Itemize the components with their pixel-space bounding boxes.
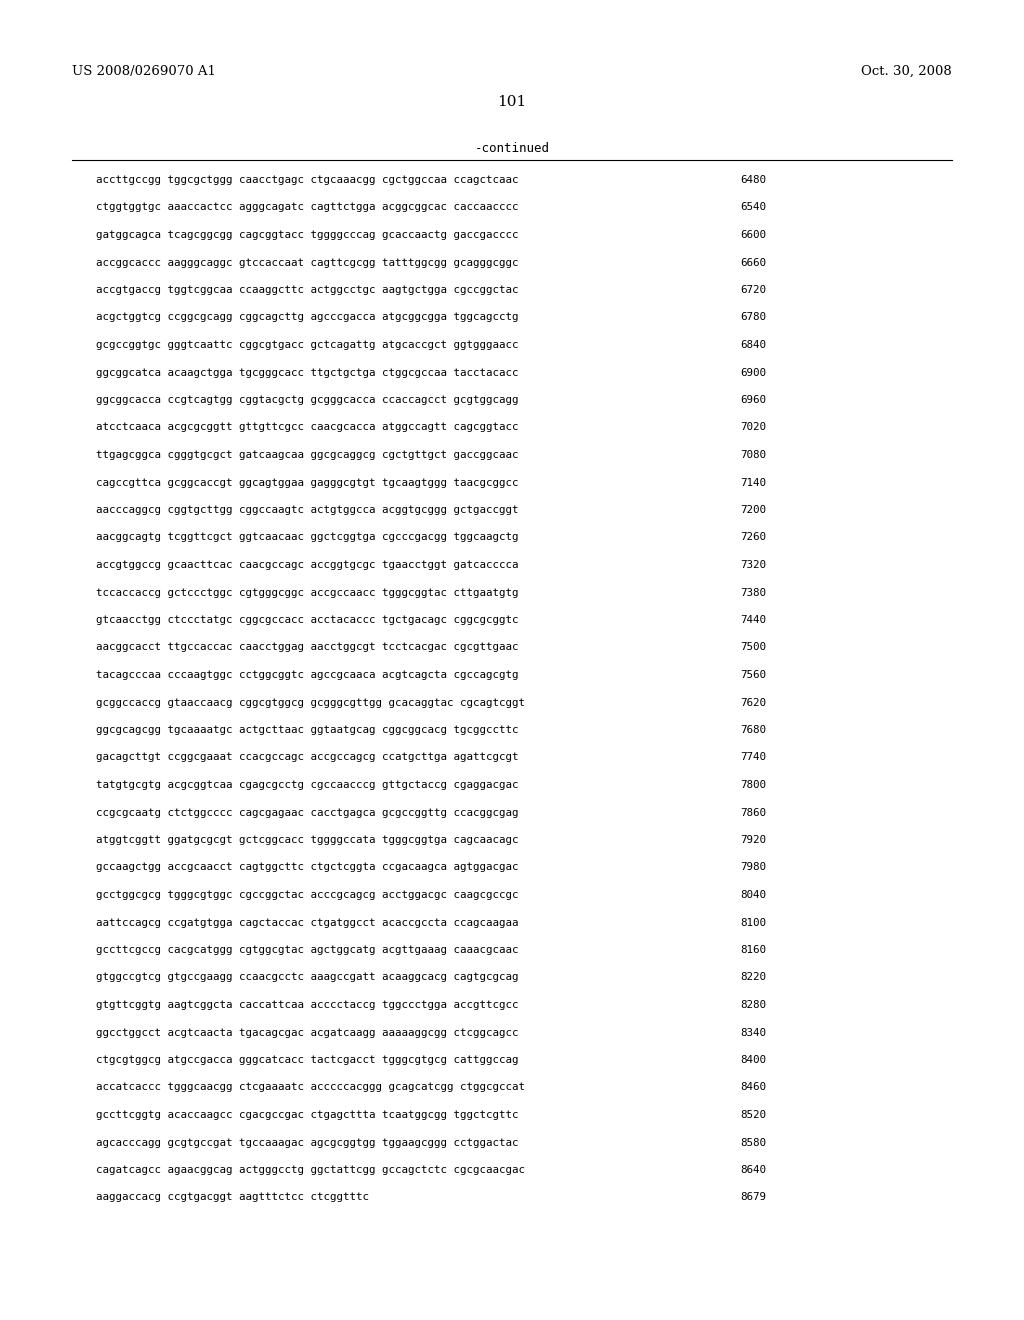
Text: ggcctggcct acgtcaacta tgacagcgac acgatcaagg aaaaaggcgg ctcggcagcc: ggcctggcct acgtcaacta tgacagcgac acgatca… [96,1027,518,1038]
Text: 6960: 6960 [740,395,766,405]
Text: 8400: 8400 [740,1055,766,1065]
Text: 6480: 6480 [740,176,766,185]
Text: gacagcttgt ccggcgaaat ccacgccagc accgccagcg ccatgcttga agattcgcgt: gacagcttgt ccggcgaaat ccacgccagc accgcca… [96,752,518,763]
Text: gatggcagca tcagcggcgg cagcggtacc tggggcccag gcaccaactg gaccgacccc: gatggcagca tcagcggcgg cagcggtacc tggggcc… [96,230,518,240]
Text: Oct. 30, 2008: Oct. 30, 2008 [861,65,952,78]
Text: gccttcggtg acaccaagcc cgacgccgac ctgagcttta tcaatggcgg tggctcgttc: gccttcggtg acaccaagcc cgacgccgac ctgagct… [96,1110,518,1119]
Text: 8220: 8220 [740,973,766,982]
Text: accggcaccc aagggcaggc gtccaccaat cagttcgcgg tatttggcgg gcagggcggc: accggcaccc aagggcaggc gtccaccaat cagttcg… [96,257,518,268]
Text: 6540: 6540 [740,202,766,213]
Text: aacggcagtg tcggttcgct ggtcaacaac ggctcggtga cgcccgacgg tggcaagctg: aacggcagtg tcggttcgct ggtcaacaac ggctcgg… [96,532,518,543]
Text: agcacccagg gcgtgccgat tgccaaagac agcgcggtgg tggaagcggg cctggactac: agcacccagg gcgtgccgat tgccaaagac agcgcgg… [96,1138,518,1147]
Text: gcgccggtgc gggtcaattc cggcgtgacc gctcagattg atgcaccgct ggtgggaacc: gcgccggtgc gggtcaattc cggcgtgacc gctcaga… [96,341,518,350]
Text: 6720: 6720 [740,285,766,294]
Text: 8280: 8280 [740,1001,766,1010]
Text: gcggccaccg gtaaccaacg cggcgtggcg gcgggcgttgg gcacaggtac cgcagtcggt: gcggccaccg gtaaccaacg cggcgtggcg gcgggcg… [96,697,525,708]
Text: aacggcacct ttgccaccac caacctggag aacctggcgt tcctcacgac cgcgttgaac: aacggcacct ttgccaccac caacctggag aacctgg… [96,643,518,652]
Text: 8640: 8640 [740,1166,766,1175]
Text: 7200: 7200 [740,506,766,515]
Text: 7380: 7380 [740,587,766,598]
Text: 6840: 6840 [740,341,766,350]
Text: ggcgcagcgg tgcaaaatgc actgcttaac ggtaatgcag cggcggcacg tgcggccttc: ggcgcagcgg tgcaaaatgc actgcttaac ggtaatg… [96,725,518,735]
Text: 6660: 6660 [740,257,766,268]
Text: 7080: 7080 [740,450,766,459]
Text: 7620: 7620 [740,697,766,708]
Text: 6900: 6900 [740,367,766,378]
Text: aacccaggcg cggtgcttgg cggccaagtc actgtggcca acggtgcggg gctgaccggt: aacccaggcg cggtgcttgg cggccaagtc actgtgg… [96,506,518,515]
Text: atggtcggtt ggatgcgcgt gctcggcacc tggggccata tgggcggtga cagcaacagc: atggtcggtt ggatgcgcgt gctcggcacc tggggcc… [96,836,518,845]
Text: 7920: 7920 [740,836,766,845]
Text: ccgcgcaatg ctctggcccc cagcgagaac cacctgagca gcgccggttg ccacggcgag: ccgcgcaatg ctctggcccc cagcgagaac cacctga… [96,808,518,817]
Text: 6780: 6780 [740,313,766,322]
Text: cagccgttca gcggcaccgt ggcagtggaa gagggcgtgt tgcaagtggg taacgcggcc: cagccgttca gcggcaccgt ggcagtggaa gagggcg… [96,478,518,487]
Text: 7260: 7260 [740,532,766,543]
Text: 8520: 8520 [740,1110,766,1119]
Text: accttgccgg tggcgctggg caacctgagc ctgcaaacgg cgctggccaa ccagctcaac: accttgccgg tggcgctggg caacctgagc ctgcaaa… [96,176,518,185]
Text: gtgttcggtg aagtcggcta caccattcaa acccctaccg tggccctgga accgttcgcc: gtgttcggtg aagtcggcta caccattcaa accccta… [96,1001,518,1010]
Text: ctggtggtgc aaaccactcc agggcagatc cagttctgga acggcggcac caccaacccc: ctggtggtgc aaaccactcc agggcagatc cagttct… [96,202,518,213]
Text: acgctggtcg ccggcgcagg cggcagcttg agcccgacca atgcggcgga tggcagcctg: acgctggtcg ccggcgcagg cggcagcttg agcccga… [96,313,518,322]
Text: 7560: 7560 [740,671,766,680]
Text: accgtgaccg tggtcggcaa ccaaggcttc actggcctgc aagtgctgga cgccggctac: accgtgaccg tggtcggcaa ccaaggcttc actggcc… [96,285,518,294]
Text: 7500: 7500 [740,643,766,652]
Text: ctgcgtggcg atgccgacca gggcatcacc tactcgacct tgggcgtgcg cattggccag: ctgcgtggcg atgccgacca gggcatcacc tactcga… [96,1055,518,1065]
Text: tccaccaccg gctccctggc cgtgggcggc accgccaacc tgggcggtac cttgaatgtg: tccaccaccg gctccctggc cgtgggcggc accgcca… [96,587,518,598]
Text: gcctggcgcg tgggcgtggc cgccggctac acccgcagcg acctggacgc caagcgccgc: gcctggcgcg tgggcgtggc cgccggctac acccgca… [96,890,518,900]
Text: -continued: -continued [474,143,550,154]
Text: gccttcgccg cacgcatggg cgtggcgtac agctggcatg acgttgaaag caaacgcaac: gccttcgccg cacgcatggg cgtggcgtac agctggc… [96,945,518,954]
Text: accatcaccc tgggcaacgg ctcgaaaatc acccccacggg gcagcatcgg ctggcgccat: accatcaccc tgggcaacgg ctcgaaaatc accccca… [96,1082,525,1093]
Text: 7320: 7320 [740,560,766,570]
Text: 101: 101 [498,95,526,110]
Text: aaggaccacg ccgtgacggt aagtttctcc ctcggtttc: aaggaccacg ccgtgacggt aagtttctcc ctcggtt… [96,1192,369,1203]
Text: 7860: 7860 [740,808,766,817]
Text: cagatcagcc agaacggcag actgggcctg ggctattcgg gccagctctc cgcgcaacgac: cagatcagcc agaacggcag actgggcctg ggctatt… [96,1166,525,1175]
Text: ggcggcacca ccgtcagtgg cggtacgctg gcgggcacca ccaccagcct gcgtggcagg: ggcggcacca ccgtcagtgg cggtacgctg gcgggca… [96,395,518,405]
Text: 6600: 6600 [740,230,766,240]
Text: 7980: 7980 [740,862,766,873]
Text: 8340: 8340 [740,1027,766,1038]
Text: 8580: 8580 [740,1138,766,1147]
Text: tacagcccaa cccaagtggc cctggcggtc agccgcaaca acgtcagcta cgccagcgtg: tacagcccaa cccaagtggc cctggcggtc agccgca… [96,671,518,680]
Text: US 2008/0269070 A1: US 2008/0269070 A1 [72,65,216,78]
Text: 7140: 7140 [740,478,766,487]
Text: aattccagcg ccgatgtgga cagctaccac ctgatggcct acaccgccta ccagcaagaa: aattccagcg ccgatgtgga cagctaccac ctgatgg… [96,917,518,928]
Text: 8100: 8100 [740,917,766,928]
Text: gccaagctgg accgcaacct cagtggcttc ctgctcggta ccgacaagca agtggacgac: gccaagctgg accgcaacct cagtggcttc ctgctcg… [96,862,518,873]
Text: gtcaacctgg ctccctatgc cggcgccacc acctacaccc tgctgacagc cggcgcggtc: gtcaacctgg ctccctatgc cggcgccacc acctaca… [96,615,518,624]
Text: 8160: 8160 [740,945,766,954]
Text: 7740: 7740 [740,752,766,763]
Text: gtggccgtcg gtgccgaagg ccaacgcctc aaagccgatt acaaggcacg cagtgcgcag: gtggccgtcg gtgccgaagg ccaacgcctc aaagccg… [96,973,518,982]
Text: ggcggcatca acaagctgga tgcgggcacc ttgctgctga ctggcgccaa tacctacacc: ggcggcatca acaagctgga tgcgggcacc ttgctgc… [96,367,518,378]
Text: 7680: 7680 [740,725,766,735]
Text: accgtggccg gcaacttcac caacgccagc accggtgcgc tgaacctggt gatcacccca: accgtggccg gcaacttcac caacgccagc accggtg… [96,560,518,570]
Text: 7800: 7800 [740,780,766,789]
Text: ttgagcggca cgggtgcgct gatcaagcaa ggcgcaggcg cgctgttgct gaccggcaac: ttgagcggca cgggtgcgct gatcaagcaa ggcgcag… [96,450,518,459]
Text: tatgtgcgtg acgcggtcaa cgagcgcctg cgccaacccg gttgctaccg cgaggacgac: tatgtgcgtg acgcggtcaa cgagcgcctg cgccaac… [96,780,518,789]
Text: 7440: 7440 [740,615,766,624]
Text: 7020: 7020 [740,422,766,433]
Text: 8460: 8460 [740,1082,766,1093]
Text: 8679: 8679 [740,1192,766,1203]
Text: atcctcaaca acgcgcggtt gttgttcgcc caacgcacca atggccagtt cagcggtacc: atcctcaaca acgcgcggtt gttgttcgcc caacgca… [96,422,518,433]
Text: 8040: 8040 [740,890,766,900]
